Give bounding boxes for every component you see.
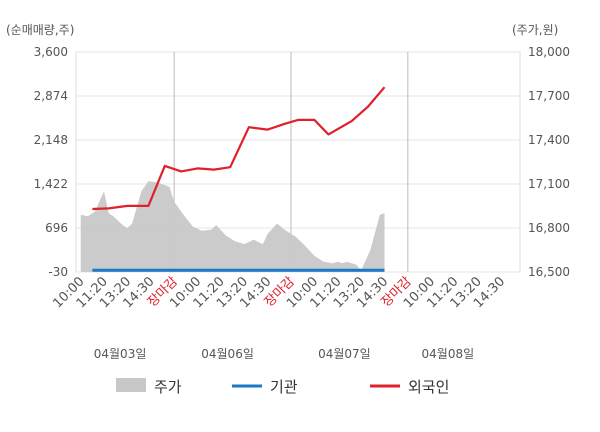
series-line-foreign xyxy=(92,86,386,211)
right-tick-label: 18,000 xyxy=(528,45,570,59)
left-tick-label: 3,600 xyxy=(34,45,68,59)
left-tick-label: 696 xyxy=(45,221,68,235)
date-label: 04월07일 xyxy=(318,347,371,361)
date-label: 04월06일 xyxy=(201,347,254,361)
date-label: 04월08일 xyxy=(422,347,475,361)
right-tick-label: 17,400 xyxy=(528,133,570,147)
legend-label: 외국인 xyxy=(408,378,449,396)
legend-label: 주가 xyxy=(154,378,182,396)
date-label: 04월03일 xyxy=(94,347,147,361)
legend-swatch-price xyxy=(116,378,146,392)
legend: 주가 기관 외국인 xyxy=(116,378,449,396)
right-tick-label: 17,100 xyxy=(528,177,570,191)
right-tick-label: 16,800 xyxy=(528,221,570,235)
series-area-price xyxy=(80,181,385,272)
left-tick-label: 1,422 xyxy=(34,177,68,191)
right-axis-unit-label: (주가,원) xyxy=(512,23,558,37)
left-axis-unit-label: (순매매량,주) xyxy=(6,23,74,37)
left-tick-label: -30 xyxy=(48,265,68,279)
right-tick-label: 17,700 xyxy=(528,89,570,103)
legend-label: 기관 xyxy=(270,378,298,396)
left-tick-label: 2,874 xyxy=(34,89,68,103)
right-tick-label: 16,500 xyxy=(528,265,570,279)
plot-area: 3,600 18,000 2,874 17,700 2,148 17,400 1,422 17… xyxy=(34,45,570,361)
left-tick-label: 2,148 xyxy=(34,133,68,147)
